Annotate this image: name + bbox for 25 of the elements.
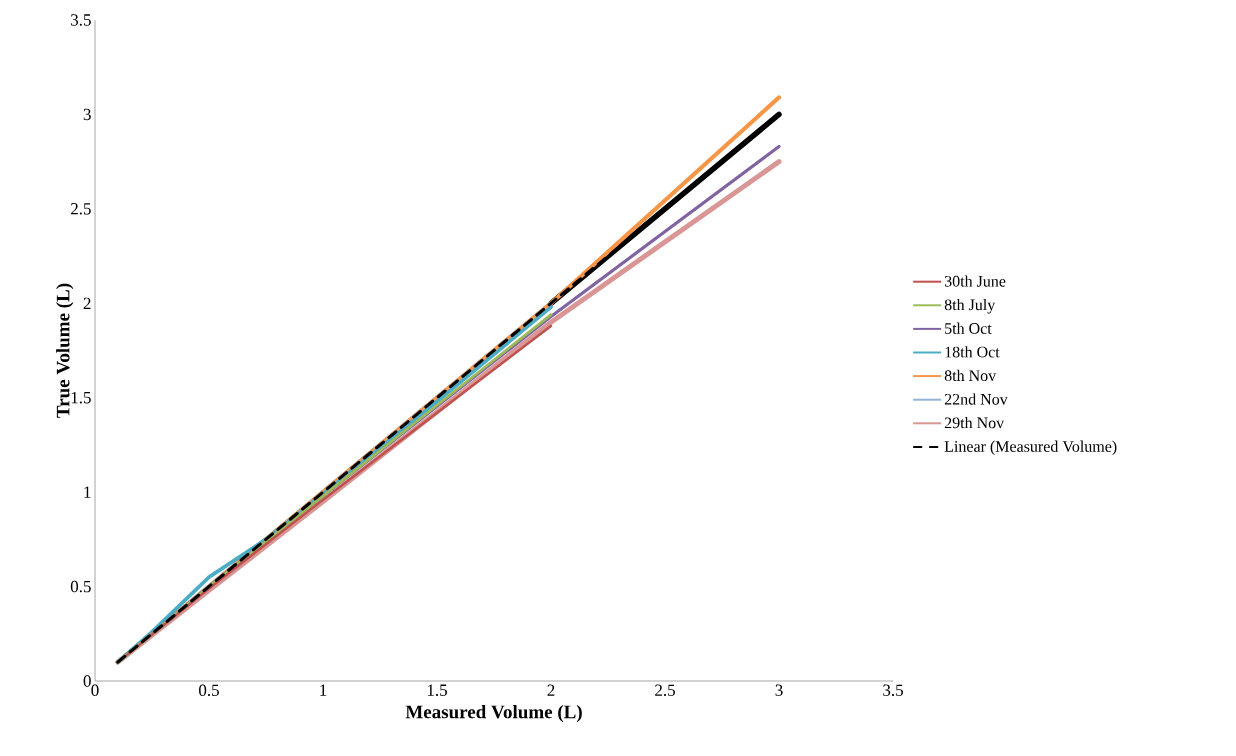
x-tick-label: 0.5 xyxy=(199,684,219,697)
y-tick-label: 0.5 xyxy=(70,580,91,593)
y-tick-label: 1.5 xyxy=(71,391,91,404)
y-tick-label: 3 xyxy=(83,108,91,121)
legend-label: 30th June xyxy=(944,275,1006,287)
x-tick-label: 1 xyxy=(320,684,327,696)
y-tick-label: 3.5 xyxy=(71,14,91,26)
x-tick-label: 0 xyxy=(91,684,99,697)
legend-label: 22nd Nov xyxy=(944,393,1008,405)
y-tick-label: 2 xyxy=(83,297,91,309)
x-tick-label: 3.5 xyxy=(883,684,903,697)
x-tick-label: 1.5 xyxy=(427,684,447,696)
legend-label: 5th Oct xyxy=(945,322,992,334)
y-tick-label: 0 xyxy=(83,675,91,687)
legend-label: 18th Oct xyxy=(945,346,1000,358)
legend-label: 29th Nov xyxy=(944,416,1005,429)
y-tick-label: 2.5 xyxy=(70,203,91,215)
y-tick-label: 1 xyxy=(84,486,91,498)
x-tick-label: 2 xyxy=(547,684,555,696)
legend-label: 8th Nov xyxy=(944,369,997,382)
x-axis-title: Measured Volume (L) xyxy=(405,704,582,723)
legend-label: 8th July xyxy=(944,298,996,314)
legend-label: Linear (Measured Volume) xyxy=(944,440,1117,456)
x-tick-label: 2.5 xyxy=(655,684,675,697)
x-tick-label: 3 xyxy=(775,684,783,696)
